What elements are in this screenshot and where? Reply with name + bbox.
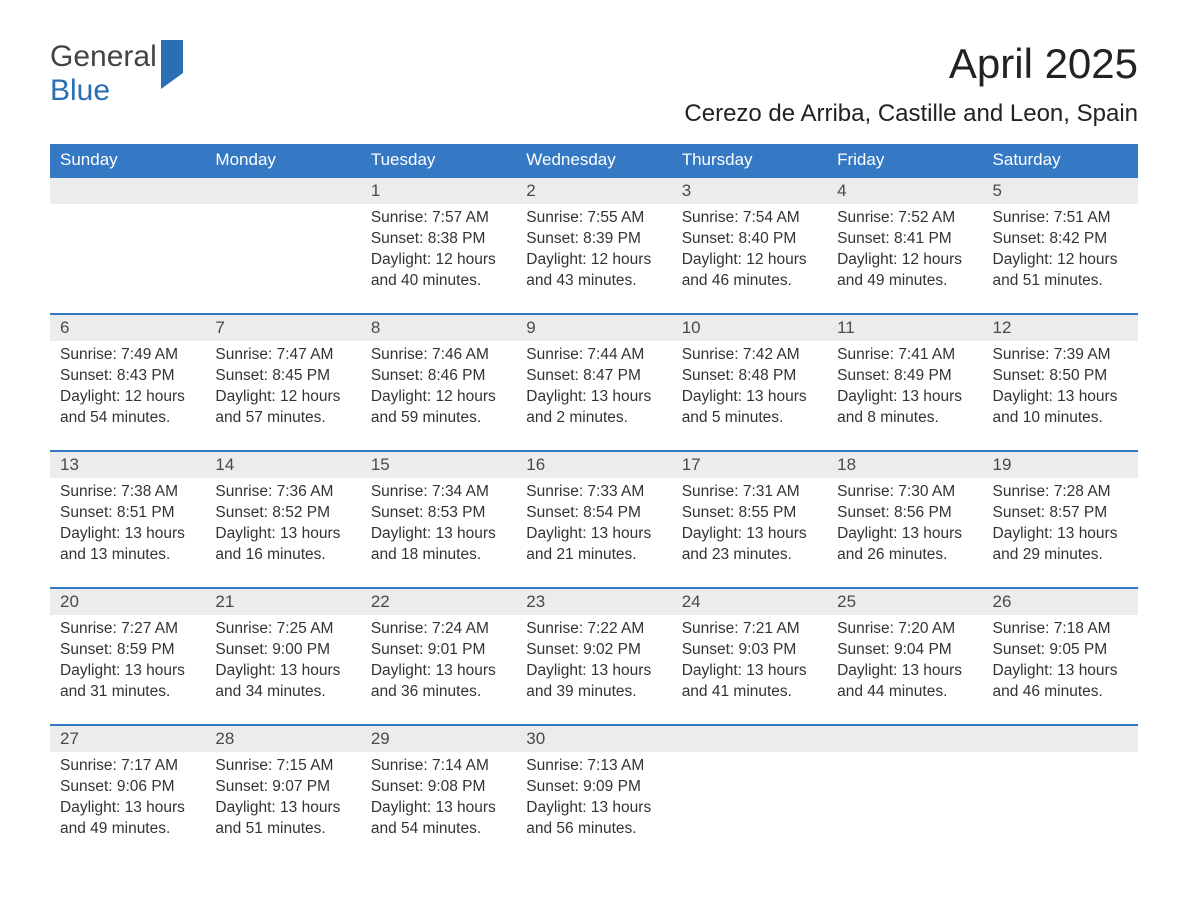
day-number-cell: 27	[50, 725, 205, 752]
weekday-header-row: SundayMondayTuesdayWednesdayThursdayFrid…	[50, 144, 1138, 177]
weekday-header: Tuesday	[361, 144, 516, 177]
day-number-cell: 2	[516, 177, 671, 204]
weekday-header: Thursday	[672, 144, 827, 177]
day-data-cell: Sunrise: 7:55 AMSunset: 8:39 PMDaylight:…	[516, 204, 671, 314]
day-data-cell	[205, 204, 360, 314]
day-number-cell	[827, 725, 982, 752]
logo-part2: Blue	[50, 74, 110, 107]
day-number-cell	[983, 725, 1138, 752]
day-number-cell	[672, 725, 827, 752]
day-data-cell: Sunrise: 7:33 AMSunset: 8:54 PMDaylight:…	[516, 478, 671, 588]
day-data-cell: Sunrise: 7:30 AMSunset: 8:56 PMDaylight:…	[827, 478, 982, 588]
day-number-cell: 26	[983, 588, 1138, 615]
day-number-row: 27282930	[50, 725, 1138, 752]
day-data-cell: Sunrise: 7:38 AMSunset: 8:51 PMDaylight:…	[50, 478, 205, 588]
day-number-cell: 17	[672, 451, 827, 478]
day-number-cell: 12	[983, 314, 1138, 341]
day-data-cell	[827, 752, 982, 862]
day-number-cell: 6	[50, 314, 205, 341]
day-data-cell: Sunrise: 7:17 AMSunset: 9:06 PMDaylight:…	[50, 752, 205, 862]
day-number-cell: 23	[516, 588, 671, 615]
day-data-cell: Sunrise: 7:28 AMSunset: 8:57 PMDaylight:…	[983, 478, 1138, 588]
day-number-cell: 10	[672, 314, 827, 341]
title-block: April 2025 Cerezo de Arriba, Castille an…	[684, 40, 1138, 138]
day-data-cell: Sunrise: 7:15 AMSunset: 9:07 PMDaylight:…	[205, 752, 360, 862]
day-data-cell: Sunrise: 7:41 AMSunset: 8:49 PMDaylight:…	[827, 341, 982, 451]
day-data-cell: Sunrise: 7:24 AMSunset: 9:01 PMDaylight:…	[361, 615, 516, 725]
day-data-cell: Sunrise: 7:51 AMSunset: 8:42 PMDaylight:…	[983, 204, 1138, 314]
location-text: Cerezo de Arriba, Castille and Leon, Spa…	[684, 100, 1138, 128]
day-number-row: 13141516171819	[50, 451, 1138, 478]
day-data-cell: Sunrise: 7:18 AMSunset: 9:05 PMDaylight:…	[983, 615, 1138, 725]
day-data-cell: Sunrise: 7:25 AMSunset: 9:00 PMDaylight:…	[205, 615, 360, 725]
day-data-cell: Sunrise: 7:31 AMSunset: 8:55 PMDaylight:…	[672, 478, 827, 588]
day-data-cell: Sunrise: 7:13 AMSunset: 9:09 PMDaylight:…	[516, 752, 671, 862]
day-number-cell: 8	[361, 314, 516, 341]
day-data-cell: Sunrise: 7:27 AMSunset: 8:59 PMDaylight:…	[50, 615, 205, 725]
day-number-cell: 20	[50, 588, 205, 615]
day-number-cell: 21	[205, 588, 360, 615]
day-data-cell: Sunrise: 7:47 AMSunset: 8:45 PMDaylight:…	[205, 341, 360, 451]
day-data-cell: Sunrise: 7:34 AMSunset: 8:53 PMDaylight:…	[361, 478, 516, 588]
day-data-cell: Sunrise: 7:39 AMSunset: 8:50 PMDaylight:…	[983, 341, 1138, 451]
day-number-cell: 13	[50, 451, 205, 478]
calendar-body: 12345Sunrise: 7:57 AMSunset: 8:38 PMDayl…	[50, 177, 1138, 862]
day-data-cell: Sunrise: 7:42 AMSunset: 8:48 PMDaylight:…	[672, 341, 827, 451]
day-data-cell: Sunrise: 7:14 AMSunset: 9:08 PMDaylight:…	[361, 752, 516, 862]
day-data-cell: Sunrise: 7:57 AMSunset: 8:38 PMDaylight:…	[361, 204, 516, 314]
day-data-cell: Sunrise: 7:52 AMSunset: 8:41 PMDaylight:…	[827, 204, 982, 314]
day-number-cell: 5	[983, 177, 1138, 204]
day-data-row: Sunrise: 7:57 AMSunset: 8:38 PMDaylight:…	[50, 204, 1138, 314]
day-number-row: 12345	[50, 177, 1138, 204]
day-number-cell: 19	[983, 451, 1138, 478]
day-number-cell: 25	[827, 588, 982, 615]
day-number-cell: 22	[361, 588, 516, 615]
day-number-cell: 14	[205, 451, 360, 478]
page-title: April 2025	[684, 40, 1138, 88]
day-data-cell: Sunrise: 7:46 AMSunset: 8:46 PMDaylight:…	[361, 341, 516, 451]
weekday-header: Monday	[205, 144, 360, 177]
day-number-cell: 15	[361, 451, 516, 478]
day-data-row: Sunrise: 7:38 AMSunset: 8:51 PMDaylight:…	[50, 478, 1138, 588]
logo: General Blue	[50, 40, 183, 108]
weekday-header: Wednesday	[516, 144, 671, 177]
day-data-cell: Sunrise: 7:54 AMSunset: 8:40 PMDaylight:…	[672, 204, 827, 314]
weekday-header: Sunday	[50, 144, 205, 177]
day-number-cell: 29	[361, 725, 516, 752]
day-number-cell: 28	[205, 725, 360, 752]
day-data-cell: Sunrise: 7:22 AMSunset: 9:02 PMDaylight:…	[516, 615, 671, 725]
weekday-header: Saturday	[983, 144, 1138, 177]
day-data-cell	[50, 204, 205, 314]
day-data-row: Sunrise: 7:49 AMSunset: 8:43 PMDaylight:…	[50, 341, 1138, 451]
header: General Blue April 2025 Cerezo de Arriba…	[50, 40, 1138, 138]
calendar-table: SundayMondayTuesdayWednesdayThursdayFrid…	[50, 144, 1138, 862]
logo-triangle-icon	[161, 40, 183, 89]
logo-text: General Blue	[50, 40, 183, 108]
day-number-cell: 24	[672, 588, 827, 615]
day-number-cell	[50, 177, 205, 204]
day-number-cell: 16	[516, 451, 671, 478]
day-data-cell: Sunrise: 7:44 AMSunset: 8:47 PMDaylight:…	[516, 341, 671, 451]
day-data-row: Sunrise: 7:17 AMSunset: 9:06 PMDaylight:…	[50, 752, 1138, 862]
day-data-cell: Sunrise: 7:49 AMSunset: 8:43 PMDaylight:…	[50, 341, 205, 451]
day-number-cell: 30	[516, 725, 671, 752]
day-number-cell: 9	[516, 314, 671, 341]
day-data-cell: Sunrise: 7:21 AMSunset: 9:03 PMDaylight:…	[672, 615, 827, 725]
day-data-cell: Sunrise: 7:36 AMSunset: 8:52 PMDaylight:…	[205, 478, 360, 588]
day-data-row: Sunrise: 7:27 AMSunset: 8:59 PMDaylight:…	[50, 615, 1138, 725]
day-number-cell: 1	[361, 177, 516, 204]
day-number-cell: 3	[672, 177, 827, 204]
day-number-row: 6789101112	[50, 314, 1138, 341]
day-data-cell	[672, 752, 827, 862]
day-number-cell: 11	[827, 314, 982, 341]
day-data-cell: Sunrise: 7:20 AMSunset: 9:04 PMDaylight:…	[827, 615, 982, 725]
day-number-cell	[205, 177, 360, 204]
day-number-cell: 4	[827, 177, 982, 204]
logo-part1: General	[50, 40, 157, 73]
day-number-row: 20212223242526	[50, 588, 1138, 615]
day-number-cell: 18	[827, 451, 982, 478]
weekday-header: Friday	[827, 144, 982, 177]
day-data-cell	[983, 752, 1138, 862]
day-number-cell: 7	[205, 314, 360, 341]
